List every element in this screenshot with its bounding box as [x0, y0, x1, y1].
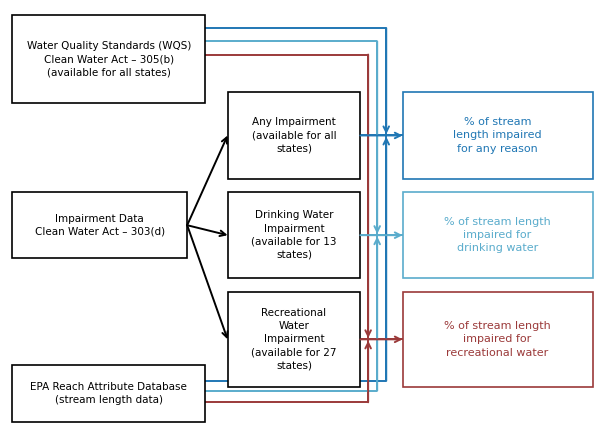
- Bar: [228, 92, 361, 179]
- Bar: [228, 192, 361, 278]
- Text: % of stream length
impaired for
drinking water: % of stream length impaired for drinking…: [444, 217, 551, 253]
- Bar: [12, 365, 205, 422]
- Text: EPA Reach Attribute Database
(stream length data): EPA Reach Attribute Database (stream len…: [30, 382, 187, 405]
- Bar: [402, 192, 593, 278]
- Text: % of stream length
impaired for
recreational water: % of stream length impaired for recreati…: [444, 321, 551, 358]
- Text: % of stream
length impaired
for any reason: % of stream length impaired for any reas…: [453, 117, 542, 154]
- Bar: [228, 292, 361, 387]
- Text: Any Impairment
(available for all
states): Any Impairment (available for all states…: [251, 117, 336, 154]
- Bar: [12, 192, 187, 259]
- Text: Water Quality Standards (WQS)
Clean Water Act – 305(b)
(available for all states: Water Quality Standards (WQS) Clean Wate…: [27, 41, 191, 77]
- Text: Drinking Water
Impairment
(available for 13
states): Drinking Water Impairment (available for…: [251, 211, 337, 260]
- Text: Impairment Data
Clean Water Act – 303(d): Impairment Data Clean Water Act – 303(d): [35, 214, 165, 237]
- Bar: [402, 292, 593, 387]
- Bar: [402, 92, 593, 179]
- Text: Recreational
Water
Impairment
(available for 27
states): Recreational Water Impairment (available…: [251, 308, 337, 371]
- Bar: [12, 15, 205, 103]
